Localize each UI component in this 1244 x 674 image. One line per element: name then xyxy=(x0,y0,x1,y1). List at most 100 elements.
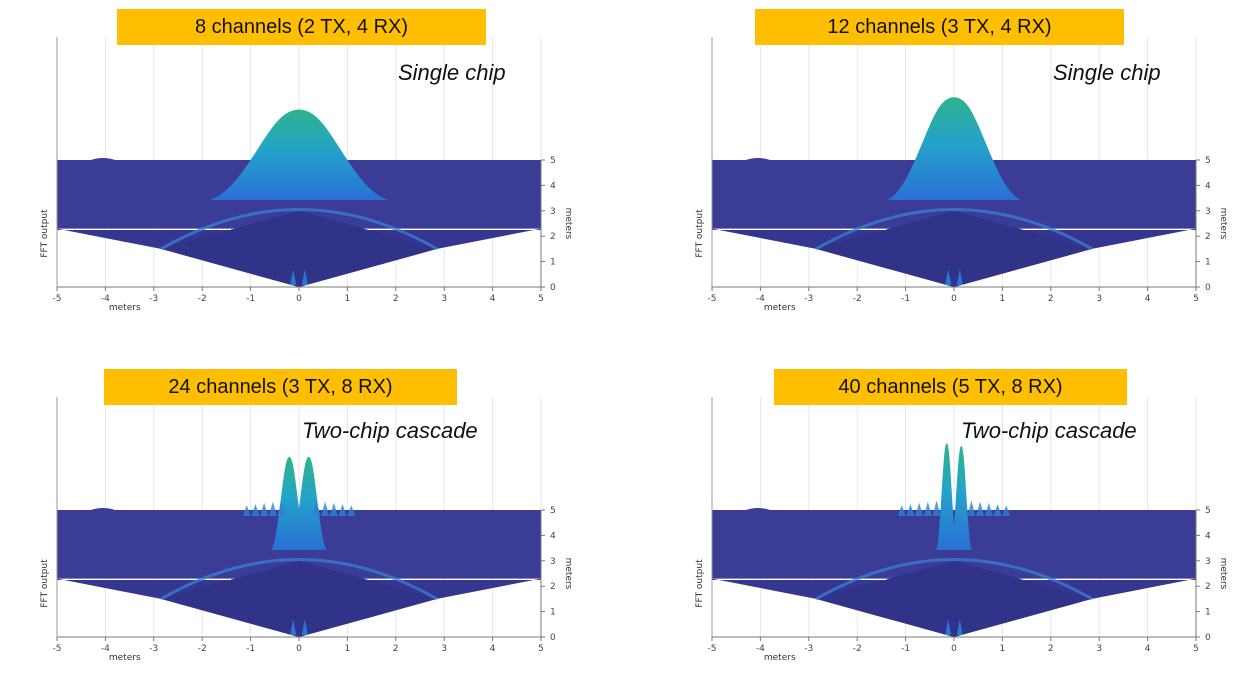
x-tick-label: -4 xyxy=(101,644,110,654)
x-tick-label: -4 xyxy=(756,644,765,654)
x-axis-label: meters xyxy=(764,653,796,663)
x-tick-label: 4 xyxy=(1145,644,1151,654)
sidelobe-mark xyxy=(251,504,260,516)
chart-banner: 40 channels (5 TX, 8 RX) xyxy=(774,369,1127,405)
y-axis-label: meters xyxy=(563,558,573,590)
x-tick-label: -1 xyxy=(901,644,910,654)
x-tick-label: 3 xyxy=(441,644,447,654)
z-axis-label: FFT output xyxy=(40,209,50,258)
sidelobe-mark xyxy=(1002,505,1011,516)
sidelobe-mark xyxy=(277,500,286,516)
x-tick-label: 2 xyxy=(393,294,399,304)
y-tick-label: 3 xyxy=(550,207,556,217)
x-tick-label: 3 xyxy=(1096,294,1102,304)
sidelobe-mark xyxy=(984,502,993,516)
z-axis-label: FFT output xyxy=(40,559,50,608)
surface-ripple xyxy=(90,158,116,160)
y-tick-label: 4 xyxy=(550,181,556,191)
near-peak-mark xyxy=(301,269,308,285)
x-tick-label: -3 xyxy=(149,644,158,654)
x-tick-label: -2 xyxy=(198,294,207,304)
y-tick-label: 0 xyxy=(1205,283,1211,293)
y-tick-label: 4 xyxy=(1205,181,1211,191)
sidelobe-mark xyxy=(242,505,251,516)
x-tick-label: -2 xyxy=(853,644,862,654)
y-tick-label: 4 xyxy=(1205,531,1211,541)
x-tick-label: 4 xyxy=(490,644,496,654)
x-tick-label: -1 xyxy=(901,294,910,304)
sidelobe-mark xyxy=(915,502,924,516)
x-tick-label: 5 xyxy=(1193,644,1199,654)
x-tick-label: 5 xyxy=(538,294,544,304)
y-tick-label: 3 xyxy=(1205,207,1211,217)
y-tick-label: 1 xyxy=(550,608,556,618)
x-tick-label: -3 xyxy=(804,644,813,654)
y-tick-label: 0 xyxy=(550,633,556,643)
x-tick-label: -4 xyxy=(756,294,765,304)
sidelobe-mark xyxy=(347,505,356,516)
x-tick-label: -3 xyxy=(149,294,158,304)
surface-ripple xyxy=(90,508,116,510)
chart-subtitle: Single chip xyxy=(398,60,506,85)
chart-subtitle: Single chip xyxy=(1053,60,1161,85)
x-tick-label: -2 xyxy=(198,644,207,654)
z-axis-label: FFT output xyxy=(695,209,705,258)
x-tick-label: 1 xyxy=(1000,294,1006,304)
sidelobe-mark xyxy=(967,500,976,516)
chart-subtitle: Two-chip cascade xyxy=(961,418,1137,443)
near-peak-mark xyxy=(956,619,963,635)
peak-mark xyxy=(290,456,327,550)
near-peak-mark xyxy=(290,619,297,635)
y-tick-label: 2 xyxy=(1205,232,1211,242)
y-axis-label: meters xyxy=(563,208,573,240)
sidelobe-mark xyxy=(906,504,915,516)
y-tick-label: 2 xyxy=(550,582,556,592)
x-tick-label: 3 xyxy=(1096,644,1102,654)
surface-ring xyxy=(160,208,438,251)
y-tick-label: 3 xyxy=(1205,557,1211,567)
sidelobe-mark xyxy=(268,501,277,516)
x-tick-label: -2 xyxy=(853,294,862,304)
peak-mark xyxy=(886,97,1022,200)
surface-floor-center xyxy=(161,210,437,287)
x-tick-label: 1 xyxy=(345,644,351,654)
surface-ripple xyxy=(745,508,771,510)
y-tick-label: 5 xyxy=(550,156,556,166)
sidelobe-mark xyxy=(312,500,321,516)
y-tick-label: 2 xyxy=(550,232,556,242)
surface-floor-center xyxy=(161,560,437,637)
x-tick-label: -5 xyxy=(708,644,717,654)
x-axis-label: meters xyxy=(109,653,141,663)
x-tick-label: 2 xyxy=(1048,294,1054,304)
y-tick-label: 1 xyxy=(1205,258,1211,268)
sidelobe-mark xyxy=(338,504,347,516)
sidelobe-mark xyxy=(897,505,906,516)
sidelobe-mark xyxy=(976,501,985,516)
panel-top-left: -5 -4 -3 -2 -1 0 1 2 3 4 5 0 1 2 3 4 5 meters FFT output me… xyxy=(0,0,622,337)
x-tick-label: -1 xyxy=(246,294,255,304)
y-tick-label: 2 xyxy=(1205,582,1211,592)
near-peak-mark xyxy=(956,269,963,285)
x-tick-label: -5 xyxy=(53,644,62,654)
chart-subtitle: Two-chip cascade xyxy=(302,418,478,443)
x-tick-label: 2 xyxy=(393,644,399,654)
sidelobe-mark xyxy=(321,501,330,516)
x-tick-label: 0 xyxy=(951,294,957,304)
x-tick-label: 4 xyxy=(490,294,496,304)
panel-bottom-right: -5 -4 -3 -2 -1 0 1 2 3 4 5 0 1 2 3 4 5 meters FFT output me… xyxy=(622,337,1244,674)
surface-ripple xyxy=(745,158,771,160)
x-tick-label: -4 xyxy=(101,294,110,304)
x-tick-label: 1 xyxy=(345,294,351,304)
x-tick-label: -5 xyxy=(53,294,62,304)
x-tick-label: 5 xyxy=(1193,294,1199,304)
y-tick-label: 1 xyxy=(550,258,556,268)
near-peak-mark xyxy=(290,269,297,285)
panel-top-right: -5 -4 -3 -2 -1 0 1 2 3 4 5 0 1 2 3 4 5 meters FFT output me… xyxy=(622,0,1244,337)
surface-ring xyxy=(815,208,1093,251)
y-tick-label: 5 xyxy=(550,506,556,516)
chart-banner: 12 channels (3 TX, 4 RX) xyxy=(755,9,1124,45)
y-tick-label: 5 xyxy=(1205,156,1211,166)
